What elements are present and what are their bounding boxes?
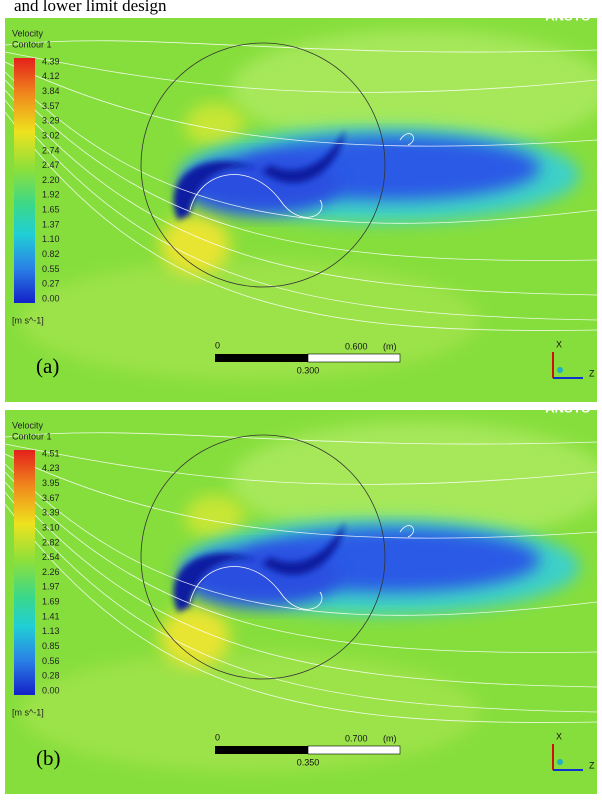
legend-value: 2.82 — [42, 537, 60, 547]
scale-end: 0.600 — [345, 341, 368, 351]
legend-value: 2.26 — [42, 567, 60, 577]
legend-title: Velocity — [12, 420, 44, 430]
legend-unit: [m s^-1] — [12, 315, 44, 325]
legend-value: 3.84 — [42, 86, 60, 96]
legend-value: 0.56 — [42, 656, 60, 666]
scale-start: 0 — [215, 340, 220, 350]
legend-value: 1.41 — [42, 611, 60, 621]
scale-end: 0.700 — [345, 733, 368, 743]
legend-value: 0.82 — [42, 249, 60, 259]
legend-value: 2.47 — [42, 160, 60, 170]
legend-value: 1.69 — [42, 597, 60, 607]
legend-value: 1.13 — [42, 626, 60, 636]
legend-value: 0.85 — [42, 641, 60, 651]
logo: ANSYS — [545, 400, 590, 415]
legend-subtitle: Contour 1 — [12, 431, 52, 441]
legend-value: 2.54 — [42, 552, 60, 562]
legend-value: 0.55 — [42, 264, 60, 274]
scale-unit: (m) — [383, 341, 397, 351]
legend-value: 4.12 — [42, 71, 60, 81]
legend-value: 1.65 — [42, 205, 60, 215]
panel-label: (b) — [36, 746, 61, 770]
legend-value: 4.51 — [42, 448, 60, 458]
legend-value: 3.95 — [42, 478, 60, 488]
colorbar — [14, 450, 35, 695]
scale-bar-white — [308, 354, 400, 362]
panel-label: (a) — [36, 354, 59, 378]
colorbar — [14, 58, 35, 303]
legend-value: 4.39 — [42, 56, 60, 66]
legend-value: 4.23 — [42, 463, 60, 473]
axis-z-label: Z — [589, 760, 595, 770]
logo: ANSYS — [545, 8, 590, 23]
legend-value: 3.10 — [42, 522, 60, 532]
legend-subtitle: Contour 1 — [12, 39, 52, 49]
scale-mid: 0.300 — [297, 365, 320, 375]
legend-value: 1.37 — [42, 219, 60, 229]
legend-unit: [m s^-1] — [12, 707, 44, 717]
scale-bar-black — [215, 746, 308, 754]
scale-start: 0 — [215, 732, 220, 742]
legend-title: Velocity — [12, 28, 44, 38]
scale-mid: 0.350 — [297, 757, 320, 767]
flow-field — [5, 18, 602, 402]
axis-y — [557, 759, 563, 765]
legend-value: 2.74 — [42, 145, 60, 155]
legend-value: 3.67 — [42, 493, 60, 503]
axis-z-label: Z — [589, 368, 595, 378]
legend-value: 3.02 — [42, 130, 60, 140]
legend-value: 0.00 — [42, 293, 60, 303]
legend-value: 1.97 — [42, 582, 60, 592]
scale-bar-black — [215, 354, 308, 362]
legend-value: 1.10 — [42, 234, 60, 244]
caption: and lower limit design — [14, 0, 167, 15]
legend-value: 0.28 — [42, 671, 60, 681]
figure: and lower limit design VelocityContour 1… — [0, 0, 602, 802]
legend-value: 3.29 — [42, 116, 60, 126]
axis-y — [557, 367, 563, 373]
legend-value: 3.39 — [42, 508, 60, 518]
legend-value: 1.92 — [42, 190, 60, 200]
flow-field — [5, 410, 602, 794]
scale-bar-white — [308, 746, 400, 754]
legend-value: 3.57 — [42, 101, 60, 111]
legend-value: 2.20 — [42, 175, 60, 185]
legend-value: 0.00 — [42, 685, 60, 695]
scale-unit: (m) — [383, 733, 397, 743]
legend-value: 0.27 — [42, 279, 60, 289]
axis-x-label: X — [556, 339, 562, 349]
axis-x-label: X — [556, 731, 562, 741]
